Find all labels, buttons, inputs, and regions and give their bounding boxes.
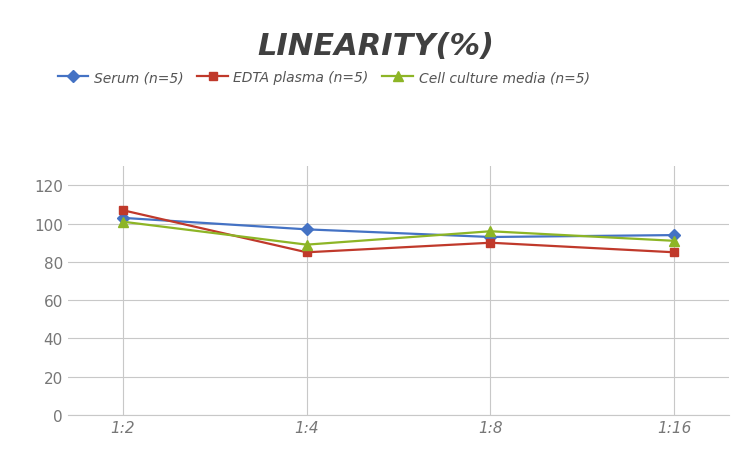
Line: Cell culture media (n=5): Cell culture media (n=5)	[118, 217, 679, 250]
Serum (n=5)	[302, 227, 311, 233]
EDTA plasma (n=5)	[486, 240, 495, 246]
Line: EDTA plasma (n=5): EDTA plasma (n=5)	[119, 207, 678, 257]
Cell culture media (n=5)	[670, 239, 679, 244]
Serum (n=5)	[486, 235, 495, 240]
Serum (n=5)	[670, 233, 679, 238]
Line: Serum (n=5): Serum (n=5)	[119, 214, 678, 242]
Text: LINEARITY(%): LINEARITY(%)	[257, 32, 495, 60]
Cell culture media (n=5)	[302, 242, 311, 248]
EDTA plasma (n=5)	[302, 250, 311, 255]
Serum (n=5)	[118, 216, 127, 221]
Cell culture media (n=5)	[486, 229, 495, 235]
Cell culture media (n=5)	[118, 220, 127, 225]
Legend: Serum (n=5), EDTA plasma (n=5), Cell culture media (n=5): Serum (n=5), EDTA plasma (n=5), Cell cul…	[52, 65, 595, 91]
EDTA plasma (n=5)	[118, 208, 127, 213]
EDTA plasma (n=5)	[670, 250, 679, 255]
